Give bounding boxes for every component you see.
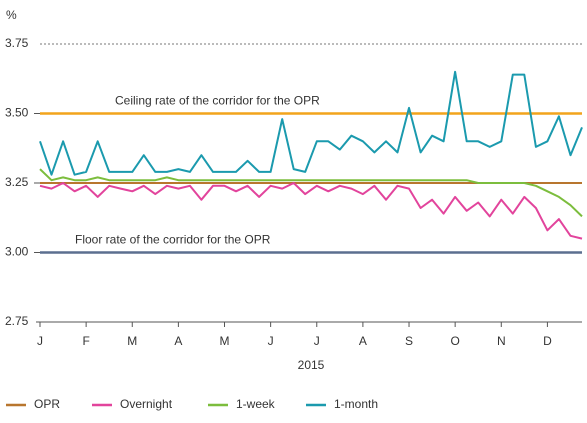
series-line <box>39 182 583 240</box>
legend-label: 1-week <box>236 397 276 411</box>
legend-label: Overnight <box>120 397 173 411</box>
y-tick-label: 3.75 <box>5 36 29 50</box>
legend-label: 1-month <box>334 397 378 411</box>
y-tick-label: 3.00 <box>5 245 29 259</box>
legend-label: OPR <box>34 397 60 411</box>
x-tick-label: M <box>220 334 230 348</box>
x-axis-label: 2015 <box>298 358 325 372</box>
series-line <box>39 168 583 218</box>
x-tick-label: J <box>37 334 43 348</box>
x-tick-label: A <box>174 334 182 348</box>
x-tick-label: M <box>127 334 137 348</box>
x-tick-label: F <box>82 334 89 348</box>
y-unit-label: % <box>6 8 17 22</box>
x-tick-label: J <box>314 334 320 348</box>
x-tick-label: D <box>543 334 552 348</box>
x-tick-label: S <box>405 334 413 348</box>
x-tick-label: N <box>497 334 506 348</box>
reference-label: Ceiling rate of the corridor for the OPR <box>115 94 320 108</box>
y-tick-label: 2.75 <box>5 314 29 328</box>
x-tick-label: O <box>450 334 459 348</box>
y-tick-label: 3.50 <box>5 106 29 120</box>
x-tick-label: J <box>268 334 274 348</box>
x-tick-label: A <box>359 334 367 348</box>
series-line <box>39 70 583 176</box>
reference-label: Floor rate of the corridor for the OPR <box>75 233 271 247</box>
y-tick-label: 3.25 <box>5 175 29 189</box>
